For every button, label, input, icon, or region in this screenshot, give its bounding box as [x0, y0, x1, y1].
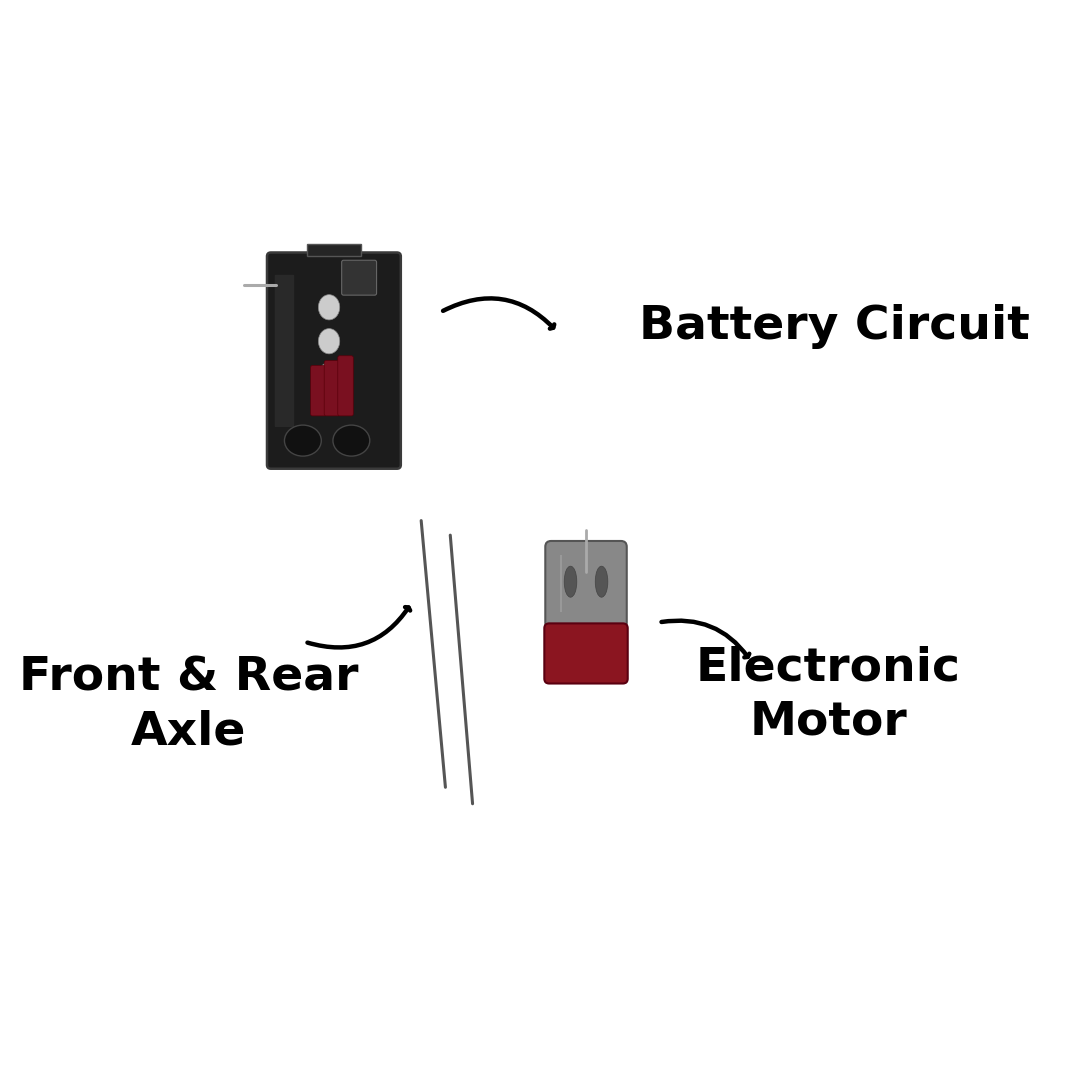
FancyBboxPatch shape: [267, 253, 401, 469]
FancyBboxPatch shape: [311, 365, 326, 416]
Ellipse shape: [284, 426, 321, 456]
FancyBboxPatch shape: [544, 623, 627, 684]
Text: Front & Rear
Axle: Front & Rear Axle: [18, 656, 359, 754]
Ellipse shape: [319, 295, 340, 320]
Ellipse shape: [333, 426, 369, 456]
FancyBboxPatch shape: [341, 260, 377, 295]
FancyBboxPatch shape: [274, 274, 294, 427]
Ellipse shape: [595, 566, 608, 597]
Text: Electronic
Motor: Electronic Motor: [696, 646, 961, 744]
Bar: [307, 244, 361, 256]
FancyBboxPatch shape: [338, 355, 353, 416]
Ellipse shape: [564, 566, 577, 597]
Ellipse shape: [319, 363, 340, 388]
FancyBboxPatch shape: [545, 541, 626, 629]
Text: Battery Circuit: Battery Circuit: [639, 305, 1030, 349]
Ellipse shape: [319, 328, 340, 354]
FancyBboxPatch shape: [324, 361, 340, 416]
